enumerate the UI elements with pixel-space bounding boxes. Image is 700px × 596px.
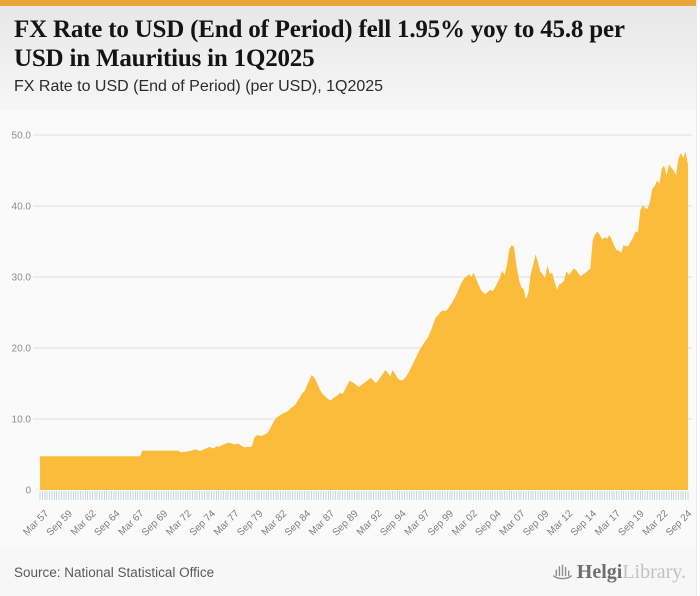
y-axis-label: 50.0 [12, 131, 32, 142]
chart-header: FX Rate to USD (End of Period) fell 1.95… [0, 6, 696, 110]
x-axis-label: Sep 09 [521, 508, 551, 538]
fx-rate-area-series [40, 151, 688, 490]
x-axis-label: Sep 84 [283, 508, 313, 538]
x-axis-label: Sep 64 [92, 508, 122, 538]
y-axis-label: 40.0 [12, 202, 32, 213]
x-axis-label: Sep 19 [617, 508, 647, 538]
y-axis-label: 30.0 [12, 273, 32, 284]
x-axis-label: Sep 89 [331, 508, 361, 538]
y-axis-label: 20.0 [12, 344, 32, 355]
x-axis-label: Sep 74 [188, 508, 218, 538]
y-axis-label: 0 [25, 486, 31, 497]
logo-helgi-text: Helgi [576, 560, 623, 583]
page-title: FX Rate to USD (End of Period) fell 1.95… [14, 16, 625, 72]
helgi-library-logo: HelgiLibrary. [551, 561, 686, 584]
source-note: Source: National Statistical Office [14, 564, 215, 580]
x-axis-label: Sep 94 [378, 508, 408, 538]
chart-subtitle: FX Rate to USD (End of Period) (per USD)… [14, 78, 384, 95]
x-axis-label: Sep 99 [426, 508, 456, 538]
chart-footer: Source: National Statistical Office Helg… [0, 548, 696, 596]
y-axis-label: 10.0 [12, 415, 32, 426]
x-axis-label: Sep 14 [569, 508, 599, 538]
x-axis-label: Sep 59 [45, 508, 75, 538]
fx-rate-area-chart: 0 10.0 20.0 30.0 40.0 50.0 Mar 57 Sep 59 Mar 62 S… [0, 110, 696, 548]
x-axis-label: Sep 24 [664, 508, 694, 538]
x-axis-label: Sep 04 [474, 508, 504, 538]
x-axis-label: Sep 69 [140, 508, 170, 538]
logo-library-text: Library. [622, 560, 686, 583]
top-accent-bar [0, 0, 696, 6]
helgi-logo-icon [552, 564, 572, 580]
logo-wordmark: HelgiLibrary. [577, 561, 686, 584]
x-axis-label: Sep 79 [235, 508, 265, 538]
